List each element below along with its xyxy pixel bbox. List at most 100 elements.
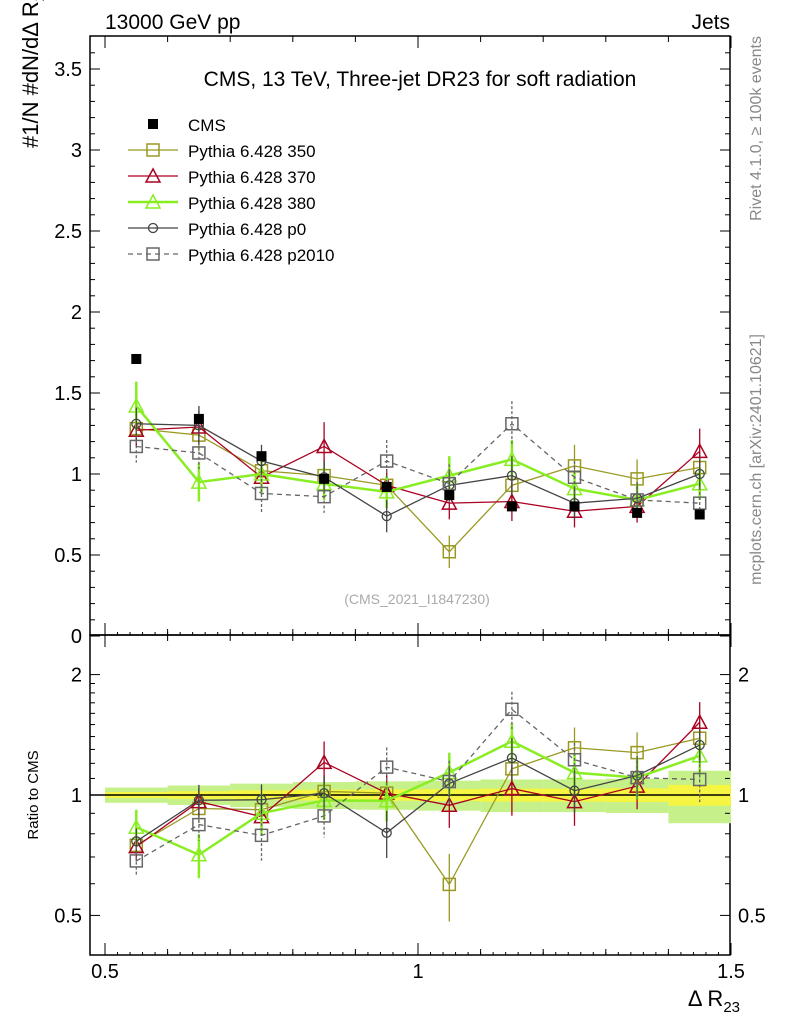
mcplots-label: mcplots.cern.ch [arXiv:2401.10621] [748, 334, 765, 585]
series-4-point [379, 454, 394, 468]
series-4-line [136, 422, 700, 504]
series-1-line [136, 426, 701, 512]
series-3-ratio-point [506, 752, 518, 764]
series-4-ratio-line [135, 708, 700, 862]
ratio-y-tick-label-right: 0.5 [738, 905, 766, 927]
series-3-ratio-point [381, 827, 392, 838]
series-3-ratio-point [193, 795, 205, 806]
series-1-ratio-point [503, 780, 521, 796]
series-0-line [136, 427, 700, 553]
series-2-line [135, 405, 701, 502]
series-4-ratio-point [567, 752, 582, 767]
series-4-ratio-point [129, 854, 144, 868]
y-axis-label-main: #1/N #dN/dΔ R23 [18, 0, 48, 148]
ratio-y-tick-label-right: 2 [738, 665, 749, 687]
series-0-ratio-point [442, 877, 457, 892]
series-2-ratio-point [190, 846, 208, 862]
x-axis-label-text: Δ R [688, 986, 723, 1011]
series-4-ratio-point [630, 770, 644, 785]
series-1-ratio-line [135, 721, 701, 848]
y-axis-label-ratio: Ratio to CMS [25, 750, 42, 839]
main-frame [89, 35, 731, 636]
series-4-point [129, 439, 144, 454]
series-3-ratio-point [694, 739, 705, 751]
ratio-y-tick-label: 1 [71, 785, 82, 807]
series-2-ratio-line [135, 739, 701, 857]
legend: CMS Pythia 6.428 350 Pythia 6.428 370 Pythi… [128, 116, 335, 265]
y-tick-label-main: 2 [71, 302, 82, 324]
header-left: 13000 GeV pp [105, 11, 240, 34]
y-tick-label-main: 0.5 [54, 545, 82, 567]
svg-text:#1/N #dN/dΔ R23: #1/N #dN/dΔ R23 [18, 0, 48, 148]
series-1-point [441, 494, 458, 510]
y-axis-label-main-text: #1/N #dN/dΔ R [18, 1, 43, 148]
series-4-ratio-point [505, 702, 519, 717]
series-3-ratio-point [569, 785, 580, 796]
y-axis-label-main-sub: 23 [31, 0, 48, 1]
legend-marker-4 [146, 247, 160, 261]
series-4-point [192, 446, 206, 460]
series-4-point [317, 489, 331, 504]
series-4-ratio-point [379, 760, 394, 774]
cms-point [131, 353, 142, 364]
ratio-y-tick-label: 0.5 [54, 905, 82, 927]
legend-marker-1 [144, 167, 162, 183]
series-3-ratio-point [131, 836, 142, 847]
header-right: Jets [691, 11, 730, 34]
y-tick-label-main: 2.5 [54, 221, 82, 243]
ratio-y-tick-label: 2 [71, 665, 82, 687]
legend-label-3: Pythia 6.428 p0 [188, 220, 306, 239]
cms-point [632, 507, 643, 518]
x-tick-label: 1 [412, 961, 423, 983]
cms-point [444, 490, 455, 501]
series-4-point [442, 476, 457, 491]
legend-label-1: Pythia 6.428 370 [188, 168, 316, 187]
series-1-ratio-point [441, 796, 458, 813]
cms-point [381, 481, 392, 492]
y-tick-label-main: 0 [71, 626, 82, 648]
x-axis-label: Δ R23 [688, 986, 740, 1016]
analysis-id: (CMS_2021_I1847230) [344, 591, 490, 607]
legend-label-4: Pythia 6.428 p2010 [188, 246, 335, 265]
series-1-ratio-point [691, 713, 708, 730]
series-2-ratio-point [378, 792, 395, 808]
series-4-point [692, 496, 707, 510]
series-3-ratio-line [135, 744, 700, 842]
series-4-point [505, 417, 519, 431]
cms-point [569, 501, 580, 512]
legend-marker-cms [148, 119, 158, 129]
y-tick-label-main: 1.5 [54, 383, 82, 405]
series-4-point [254, 486, 269, 501]
series-1-point [315, 437, 333, 454]
series-4-ratio-point [317, 809, 331, 823]
series-3-point [506, 470, 518, 481]
series-4-ratio-point [692, 772, 707, 787]
cms-point [193, 413, 204, 424]
series-3-point [381, 510, 392, 522]
series-4-point [567, 470, 582, 484]
legend-label-0: Pythia 6.428 350 [188, 142, 316, 161]
series-1-point [691, 442, 708, 459]
x-axis-label-sub: 23 [723, 999, 740, 1016]
legend-label-2: Pythia 6.428 380 [188, 194, 316, 213]
x-tick-label: 1.5 [717, 961, 745, 983]
chart-title: CMS, 13 TeV, Three-jet DR23 for soft rad… [204, 68, 637, 91]
main-panel: 0 0.5 1 1.5 2 2.5 3 3.5 [54, 35, 732, 648]
ratio-panel: 0.5 1 1.5 0.5 0.5 1 1 2 2 [54, 634, 766, 983]
y-tick-label-main: 3 [71, 140, 82, 162]
legend-marker-2 [144, 193, 162, 209]
legend-marker-0 [146, 143, 160, 157]
cms-point [694, 509, 705, 520]
legend-label-cms: CMS [188, 116, 226, 135]
rivet-label: Rivet 4.1.0, ≥ 100k events [748, 36, 765, 221]
y-tick-label-main: 1 [71, 464, 82, 486]
series-4-ratio-point [254, 828, 269, 843]
series-4-ratio-point [442, 774, 457, 789]
series-3-ratio-point [256, 794, 267, 805]
series-2-point [190, 473, 208, 489]
x-tick-label: 0.5 [91, 961, 119, 983]
legend-marker-3 [147, 222, 159, 234]
ratio-y-tick-label-right: 1 [738, 785, 749, 807]
series-4-point [630, 493, 644, 507]
